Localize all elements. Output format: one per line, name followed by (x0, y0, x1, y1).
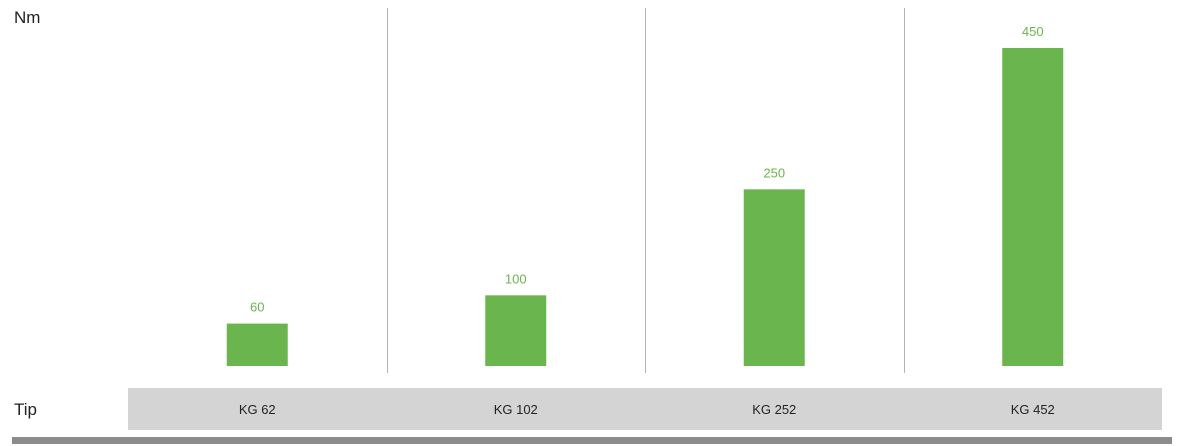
category-tick-label: KG 62 (239, 402, 276, 417)
category-tick-label: KG 102 (494, 402, 538, 417)
bar (743, 189, 805, 366)
data-label: 60 (250, 300, 264, 315)
data-label: 250 (763, 165, 785, 180)
x-axis-label: Tip (14, 400, 37, 419)
bar (226, 323, 288, 366)
category-tick-label: KG 452 (1011, 402, 1055, 417)
bar (485, 295, 547, 366)
category-tick-label: KG 252 (752, 402, 796, 417)
data-label: 450 (1022, 24, 1044, 39)
data-label: 100 (505, 271, 527, 286)
category-band (128, 388, 1162, 430)
bottom-rule (12, 437, 1172, 444)
bar (1002, 48, 1064, 366)
y-axis-label: Nm (14, 8, 41, 27)
